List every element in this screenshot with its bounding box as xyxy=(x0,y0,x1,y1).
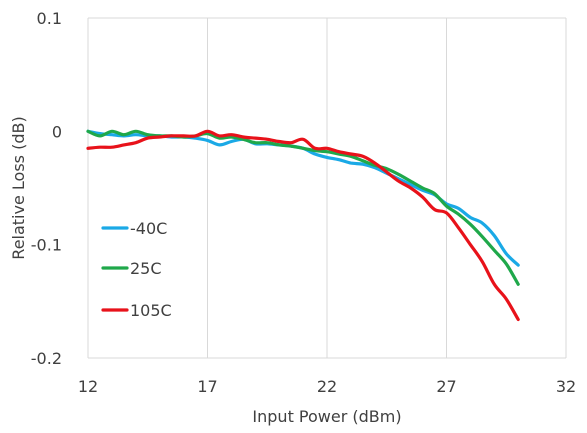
legend-label: -40C xyxy=(130,219,167,238)
legend-label: 105C xyxy=(130,301,172,320)
legend-label: 25C xyxy=(130,259,162,278)
x-tick-label: 12 xyxy=(78,377,98,396)
x-tick-label: 27 xyxy=(436,377,456,396)
y-axis-title: Relative Loss (dB) xyxy=(9,116,28,259)
series-line--40C xyxy=(86,129,520,267)
y-axis-ticks: 0.1 0 -0.1 -0.2 xyxy=(31,9,62,368)
x-tick-label: 32 xyxy=(556,377,576,396)
y-tick-label: 0.1 xyxy=(37,9,62,28)
x-tick-label: 17 xyxy=(197,377,217,396)
x-axis-title: Input Power (dBm) xyxy=(252,407,401,426)
y-tick-label: 0 xyxy=(52,122,62,141)
series-lines xyxy=(86,129,520,322)
x-axis-ticks: 12 17 22 27 32 xyxy=(78,377,576,396)
series-line-105C xyxy=(86,129,520,322)
y-tick-label: -0.1 xyxy=(31,236,62,255)
x-tick-label: 22 xyxy=(317,377,337,396)
y-tick-label: -0.2 xyxy=(31,349,62,368)
legend: -40C 25C 105C xyxy=(101,219,172,320)
grid xyxy=(87,17,567,359)
